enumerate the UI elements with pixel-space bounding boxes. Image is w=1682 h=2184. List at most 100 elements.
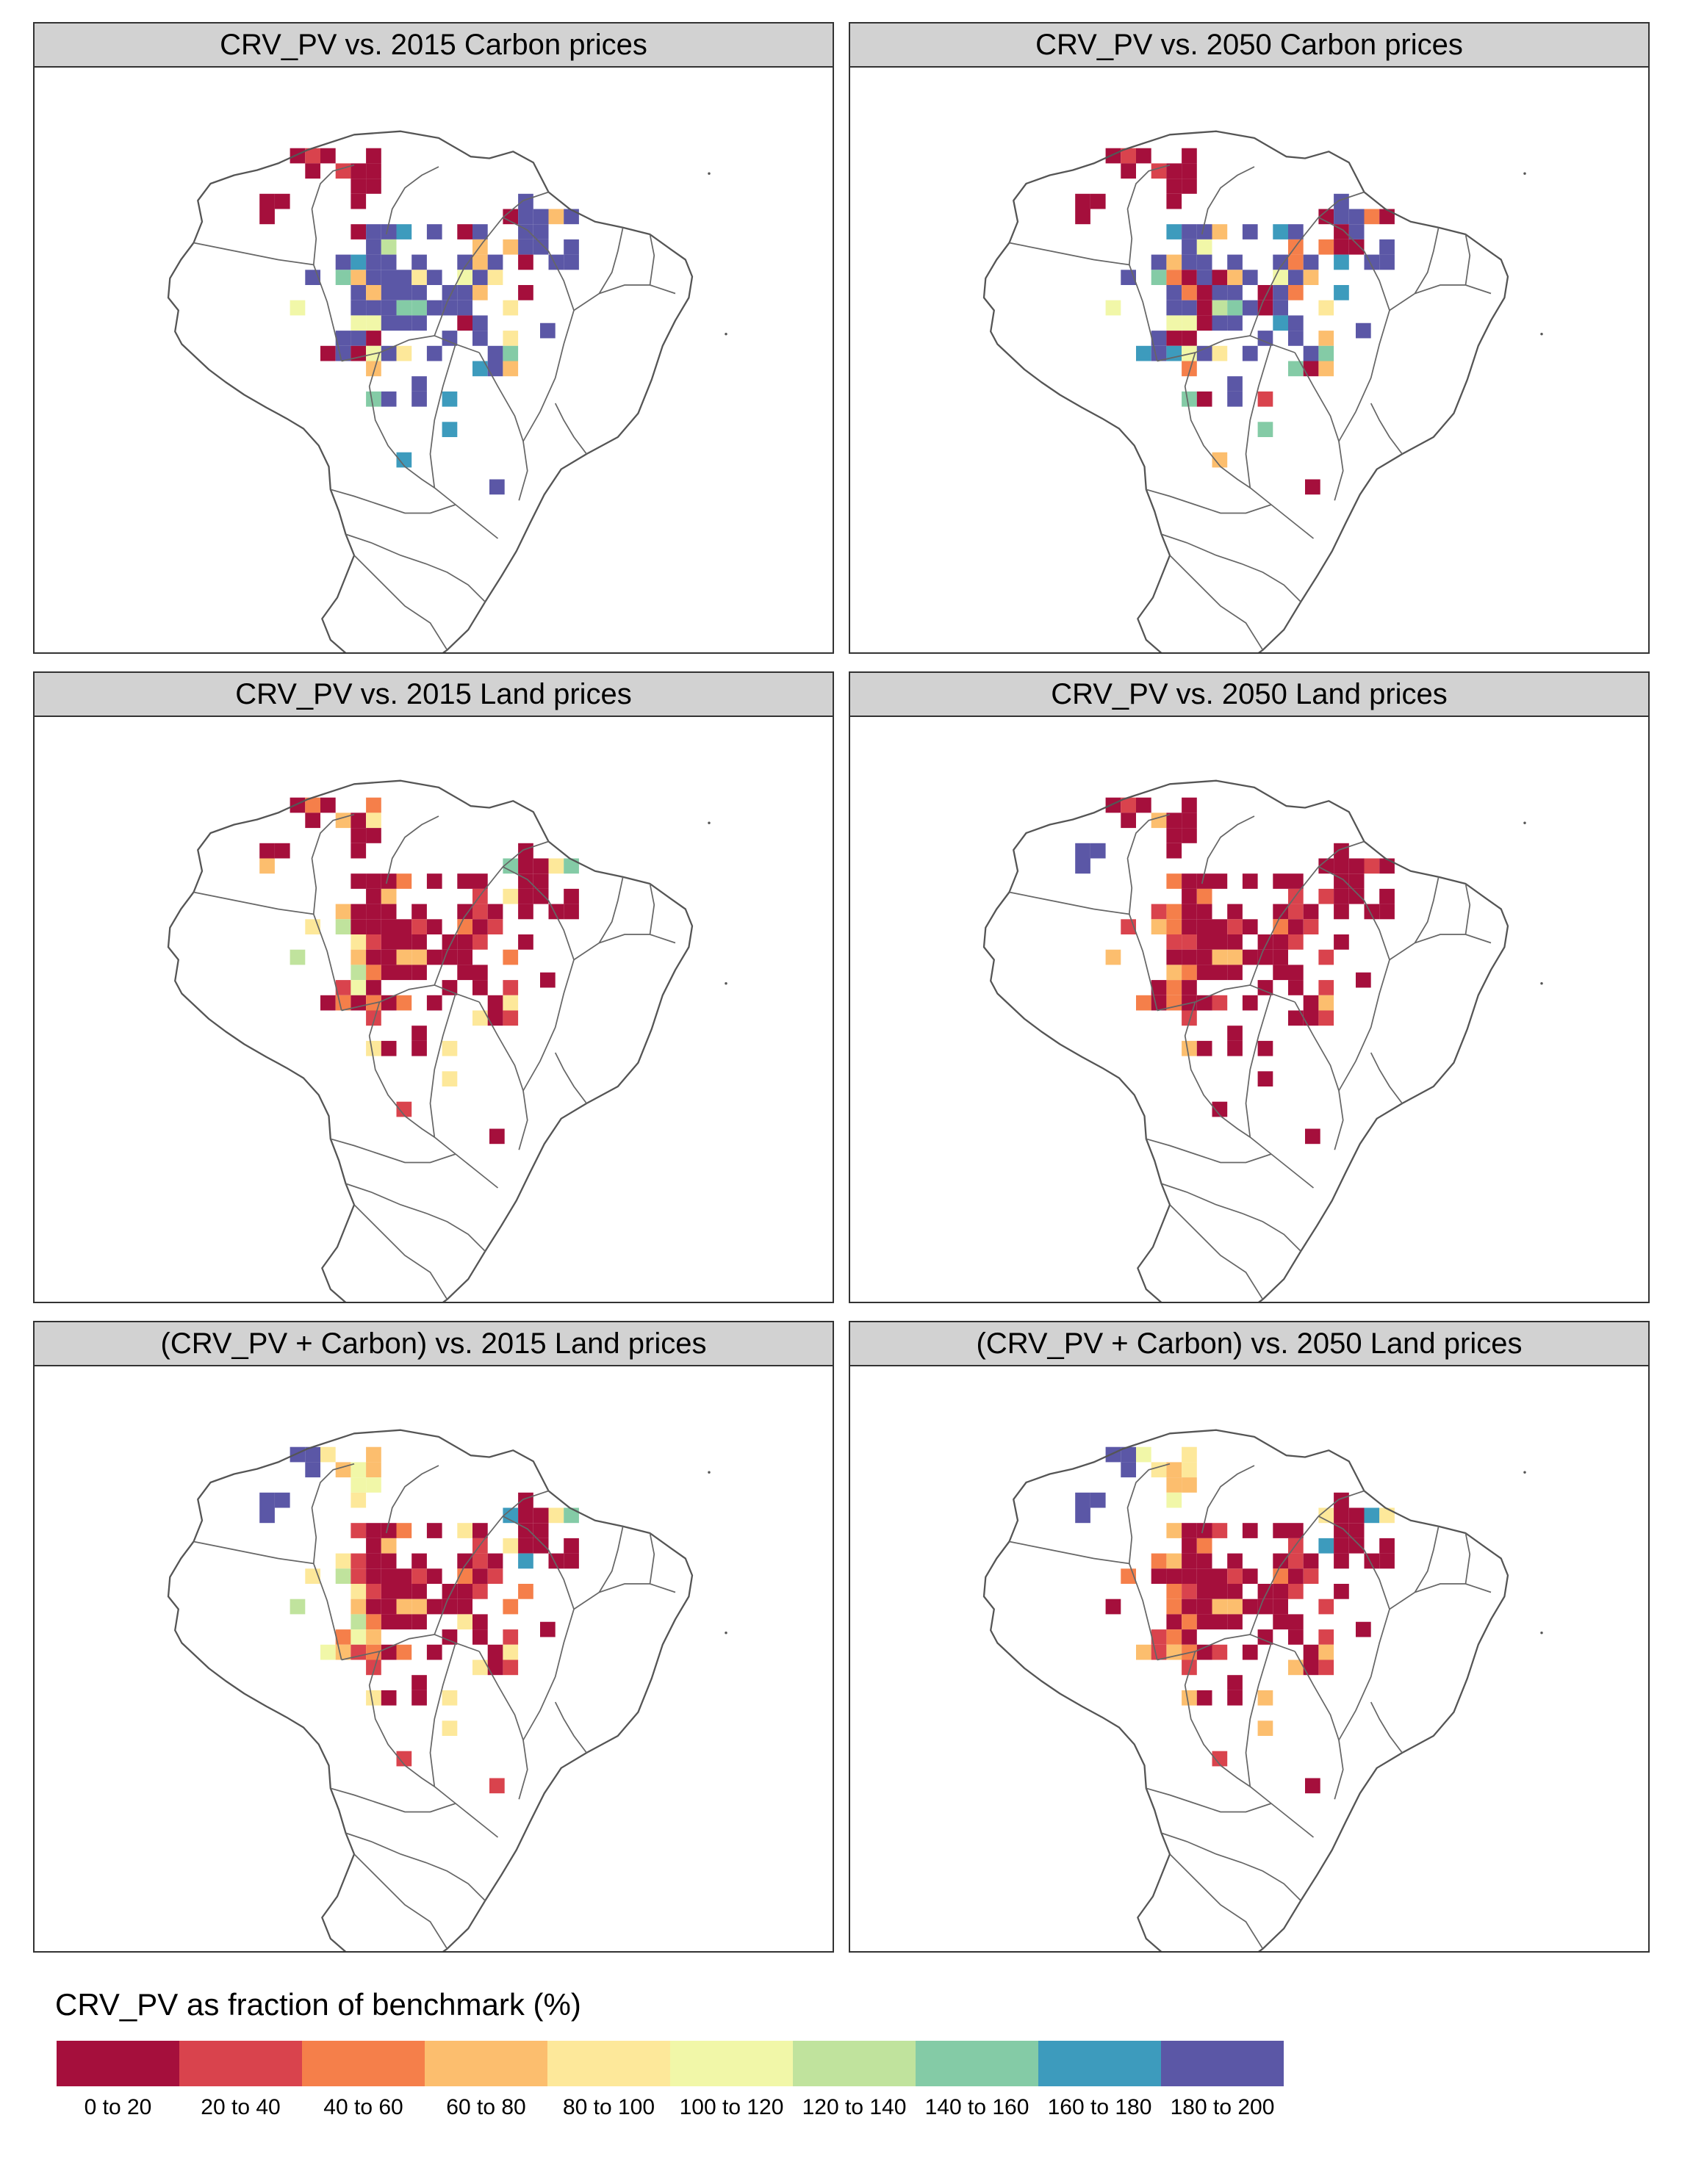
grid-cell	[1182, 1477, 1197, 1493]
grid-cell	[1196, 239, 1212, 255]
state-boundary	[353, 1204, 448, 1300]
grid-cell	[1182, 980, 1197, 995]
grid-cell	[274, 193, 290, 209]
island-dot	[725, 1631, 727, 1635]
grid-cell	[1136, 345, 1151, 361]
grid-cell	[366, 1568, 381, 1584]
grid-cell	[1364, 858, 1380, 874]
grid-cell	[1166, 285, 1182, 300]
grid-cell	[1227, 919, 1243, 934]
grid-cell	[564, 1507, 579, 1524]
grid-cell	[518, 1507, 533, 1524]
grid-cell	[472, 1568, 488, 1584]
grid-cell	[366, 179, 381, 194]
state-boundary	[1294, 1651, 1344, 1800]
grid-cell	[1334, 843, 1349, 859]
grid-cell	[335, 1553, 351, 1569]
state-boundary	[193, 813, 355, 915]
grid-cell	[381, 904, 397, 920]
grid-cell	[1356, 972, 1371, 988]
grid-cell	[1182, 285, 1197, 300]
grid-cell	[472, 904, 488, 920]
grid-cell	[472, 1629, 488, 1645]
grid-cell	[533, 1507, 549, 1524]
grid-cell	[259, 1507, 275, 1524]
panel-title: (CRV_PV + Carbon) vs. 2015 Land prices	[35, 1322, 833, 1366]
grid-cell	[1105, 1599, 1121, 1615]
panel-title: CRV_PV vs. 2015 Land prices	[35, 673, 833, 717]
state-boundary	[1169, 1853, 1264, 1950]
grid-cell	[1303, 361, 1319, 377]
grid-cell	[1242, 1644, 1258, 1660]
grid-cell	[1090, 193, 1106, 209]
grid-cell	[1288, 934, 1304, 950]
legend-label: 180 to 200	[1170, 2095, 1275, 2119]
state-boundary	[1146, 1787, 1272, 1813]
grid-cell	[1303, 1568, 1319, 1584]
grid-cell	[426, 949, 442, 965]
grid-cell	[351, 1553, 367, 1569]
grid-cell	[396, 1523, 412, 1538]
grid-cell	[366, 812, 381, 829]
state-boundary	[434, 191, 549, 336]
grid-cell	[1182, 888, 1197, 904]
grid-cell	[1212, 873, 1228, 889]
brazil-map	[982, 779, 1543, 1302]
state-boundary	[1184, 352, 1315, 539]
legend-label: 80 to 100	[562, 2095, 655, 2119]
grid-cells	[259, 797, 579, 1145]
grid-cell	[351, 270, 367, 285]
grid-cell	[351, 980, 367, 995]
grid-cell	[1196, 1040, 1212, 1056]
grid-cell	[487, 1659, 503, 1676]
grid-cell	[1257, 1690, 1273, 1706]
grid-cell	[1379, 209, 1395, 225]
grid-cell	[1303, 270, 1319, 285]
grid-cell	[1227, 300, 1243, 316]
grid-cell	[1348, 224, 1365, 239]
grid-cell	[381, 1568, 397, 1584]
grid-cell	[366, 148, 381, 164]
grid-cell	[1242, 224, 1258, 239]
grid-cell	[518, 224, 533, 239]
grid-cell	[1334, 254, 1349, 270]
grid-cell	[1227, 391, 1243, 407]
grid-cell	[366, 873, 381, 889]
grid-cell	[1212, 1751, 1228, 1767]
grid-cell	[1196, 949, 1212, 965]
grid-cell	[1318, 1010, 1334, 1026]
grid-cell	[411, 315, 427, 331]
grid-cell	[442, 1071, 458, 1086]
grid-cell	[518, 888, 533, 904]
grid-cell	[1303, 1553, 1319, 1569]
grid-cell	[366, 391, 381, 407]
grid-cell	[487, 919, 503, 934]
legend-label: 120 to 140	[802, 2095, 907, 2119]
grid-cell	[1182, 965, 1197, 981]
grid-cell	[1273, 949, 1288, 965]
state-boundary	[353, 555, 448, 651]
grid-cell	[1166, 873, 1182, 889]
state-boundary	[429, 344, 456, 489]
grid-cell	[564, 1553, 579, 1569]
grid-cell	[518, 1584, 533, 1599]
grid-cell	[274, 1492, 290, 1508]
grid-cell	[1288, 361, 1304, 377]
state-boundary	[503, 866, 575, 960]
grid-cell	[1303, 1644, 1319, 1660]
grid-cell	[1182, 949, 1197, 965]
legend-label: 100 to 120	[679, 2095, 784, 2119]
grid-cell	[1121, 1462, 1136, 1478]
grid-cell	[1379, 858, 1395, 874]
grid-cell	[518, 843, 533, 859]
island-dot	[1540, 1631, 1543, 1635]
grid-cell	[1196, 888, 1212, 904]
grid-cell	[1166, 1492, 1182, 1508]
grid-cell	[259, 193, 275, 209]
grid-cell	[351, 285, 367, 300]
grid-cell	[1318, 858, 1334, 874]
panel-title: CRV_PV vs. 2050 Carbon prices	[850, 24, 1648, 68]
grid-cell	[1196, 1690, 1212, 1706]
grid-cell	[1288, 904, 1304, 920]
grid-cell	[518, 904, 533, 920]
